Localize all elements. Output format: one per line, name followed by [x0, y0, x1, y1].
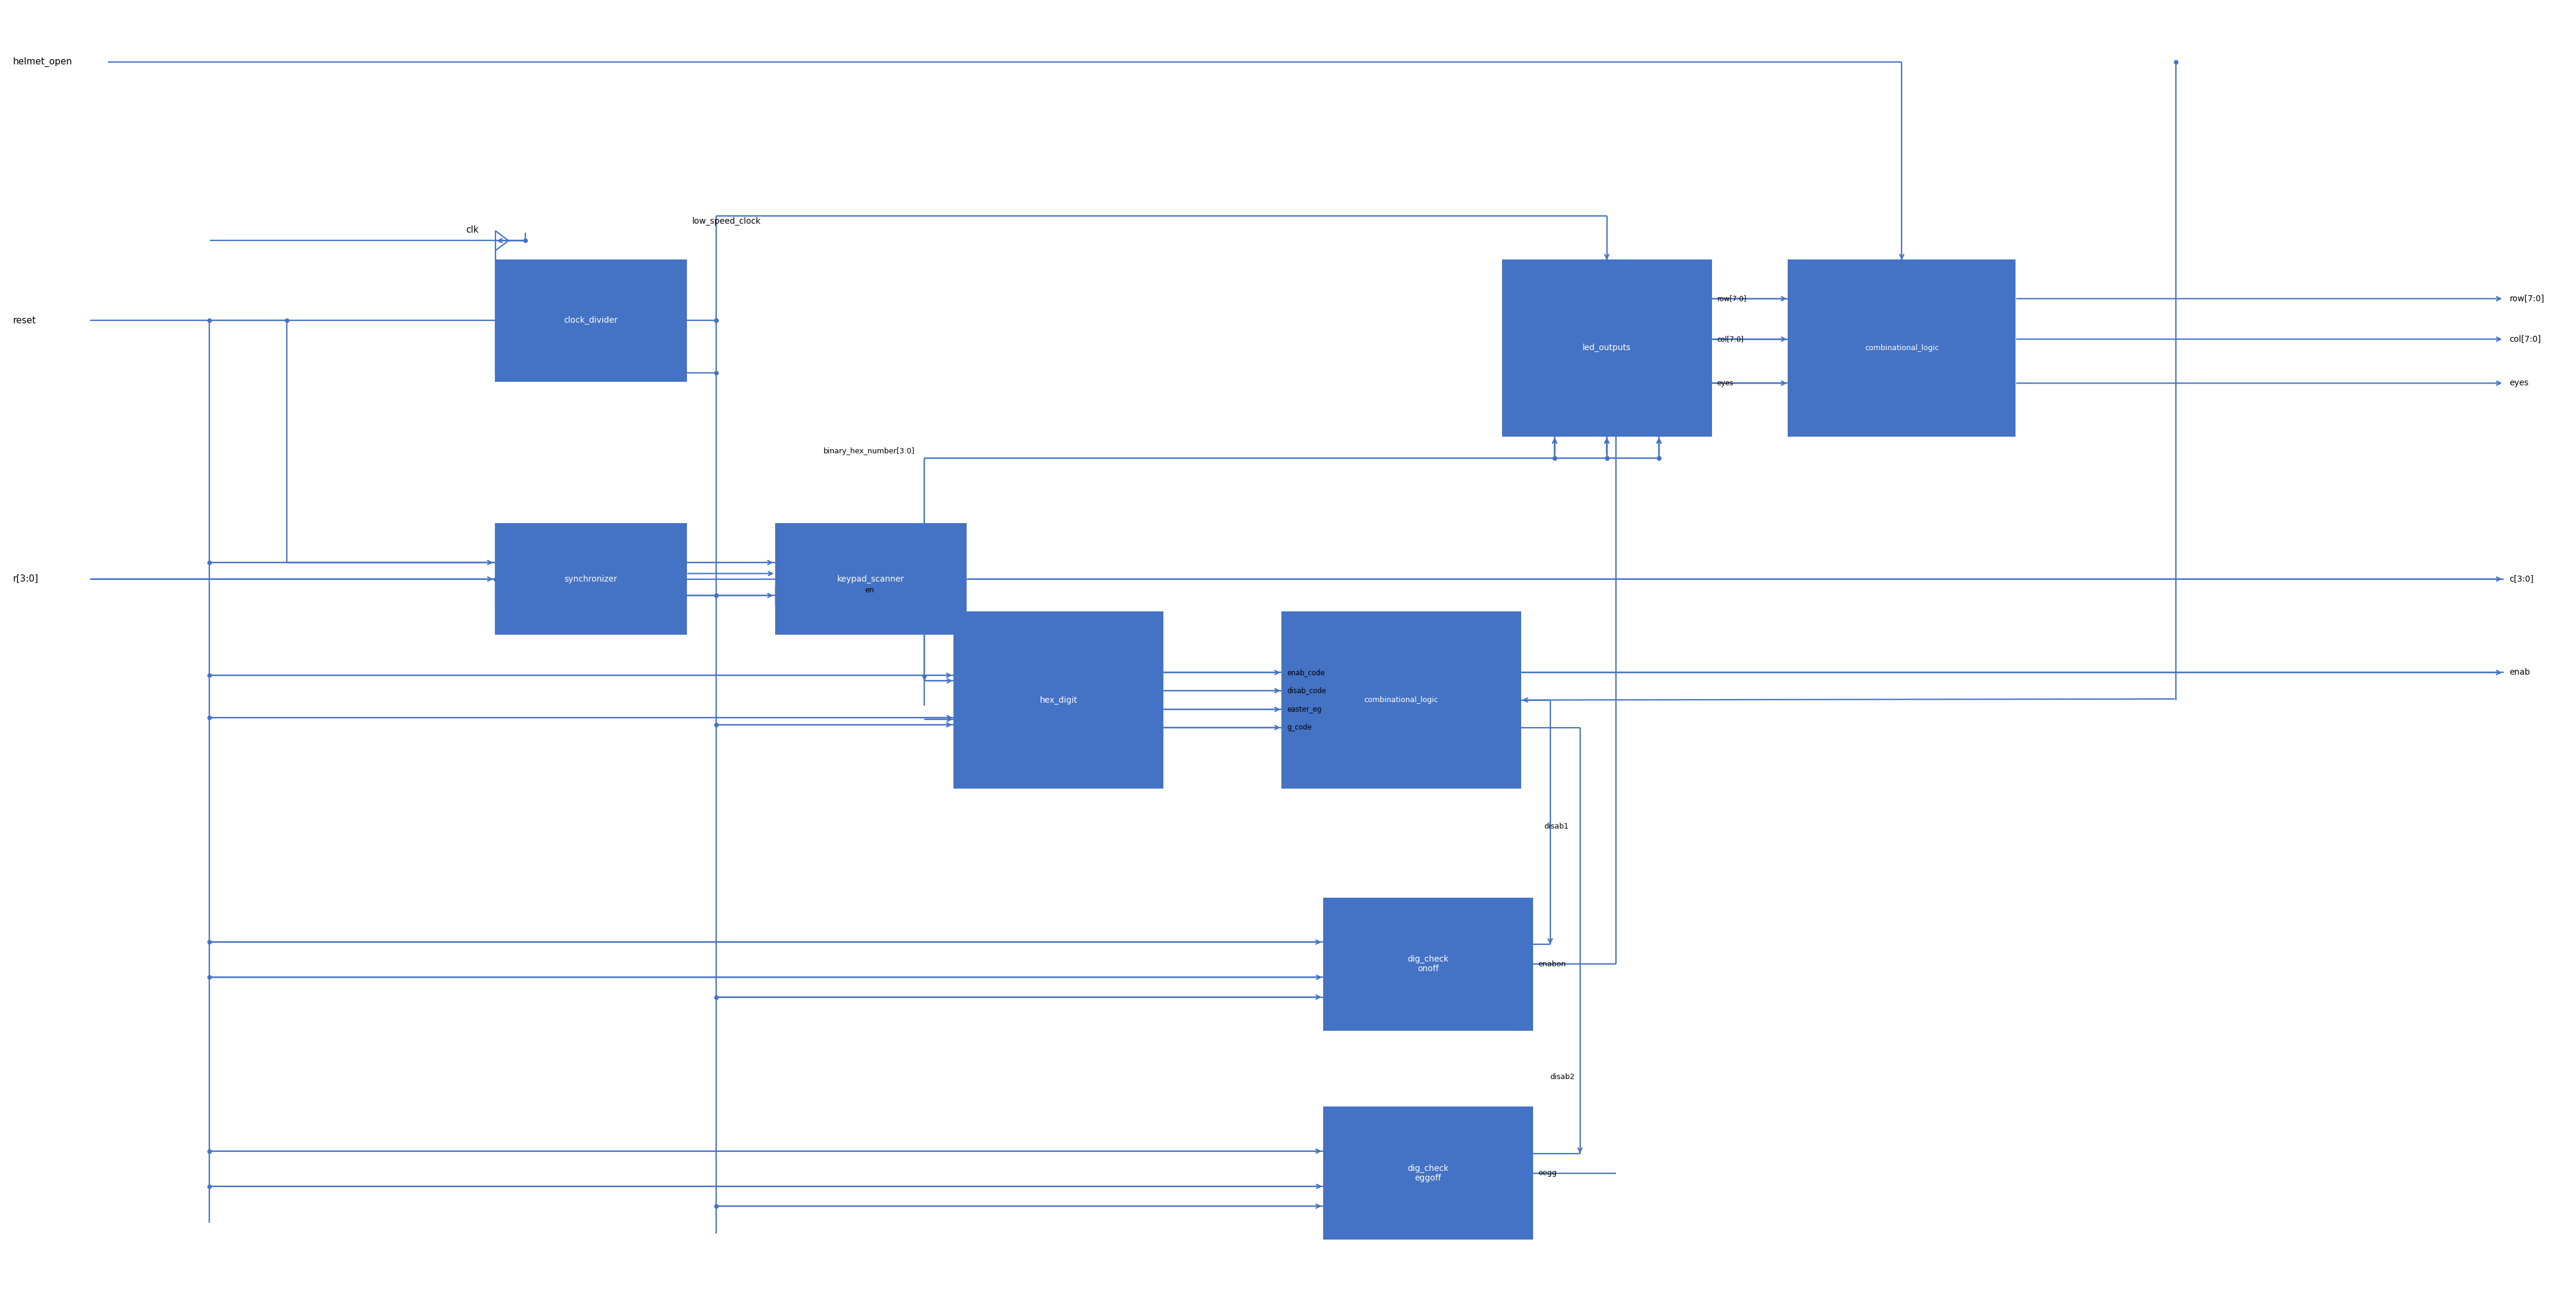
- FancyBboxPatch shape: [1283, 613, 1520, 789]
- Text: en: en: [866, 587, 873, 594]
- FancyBboxPatch shape: [953, 613, 1162, 789]
- Text: clk: clk: [466, 225, 479, 234]
- Text: combinational_logic: combinational_logic: [1865, 344, 1940, 352]
- Text: helmet_open: helmet_open: [13, 57, 72, 67]
- Text: easter_eg: easter_eg: [1288, 706, 1321, 714]
- Text: dig_check
onoff: dig_check onoff: [1406, 954, 1448, 973]
- Text: keypad_scanner: keypad_scanner: [837, 575, 904, 583]
- Text: synchronizer: synchronizer: [564, 575, 618, 583]
- Text: c[3:0]: c[3:0]: [2509, 575, 2535, 583]
- Text: col[7:0]: col[7:0]: [2509, 335, 2543, 343]
- Text: eyes: eyes: [2509, 379, 2530, 387]
- Text: enab_code: enab_code: [1288, 668, 1324, 676]
- Text: led_outputs: led_outputs: [1582, 343, 1631, 352]
- Text: g_code: g_code: [1288, 724, 1311, 732]
- Text: binary_hex_number[3:0]: binary_hex_number[3:0]: [824, 448, 914, 456]
- Text: r[3:0]: r[3:0]: [13, 575, 39, 584]
- FancyBboxPatch shape: [1502, 260, 1710, 436]
- FancyBboxPatch shape: [775, 524, 966, 635]
- Text: disab_code: disab_code: [1288, 686, 1327, 694]
- Text: combinational_logic: combinational_logic: [1365, 697, 1437, 704]
- Text: clock_divider: clock_divider: [564, 316, 618, 325]
- Text: hex_digit: hex_digit: [1041, 695, 1077, 704]
- FancyBboxPatch shape: [1324, 1107, 1533, 1239]
- Text: eyes: eyes: [1718, 379, 1734, 387]
- Text: disab1: disab1: [1543, 822, 1569, 830]
- Text: dig_check
eggoff: dig_check eggoff: [1406, 1164, 1448, 1182]
- Text: row[7:0]: row[7:0]: [2509, 294, 2545, 303]
- Text: col[7:0]: col[7:0]: [1718, 335, 1744, 343]
- Text: row[7:0]: row[7:0]: [1718, 295, 1747, 303]
- FancyBboxPatch shape: [1788, 260, 2014, 436]
- Text: enab: enab: [2509, 668, 2530, 677]
- FancyBboxPatch shape: [1324, 897, 1533, 1030]
- Text: eegg: eegg: [1538, 1169, 1556, 1177]
- Text: low_speed_clock: low_speed_clock: [693, 218, 760, 225]
- FancyBboxPatch shape: [495, 260, 685, 381]
- Text: reset: reset: [13, 316, 36, 325]
- FancyBboxPatch shape: [495, 524, 685, 635]
- Text: enabon: enabon: [1538, 960, 1566, 967]
- Text: disab2: disab2: [1551, 1074, 1574, 1081]
